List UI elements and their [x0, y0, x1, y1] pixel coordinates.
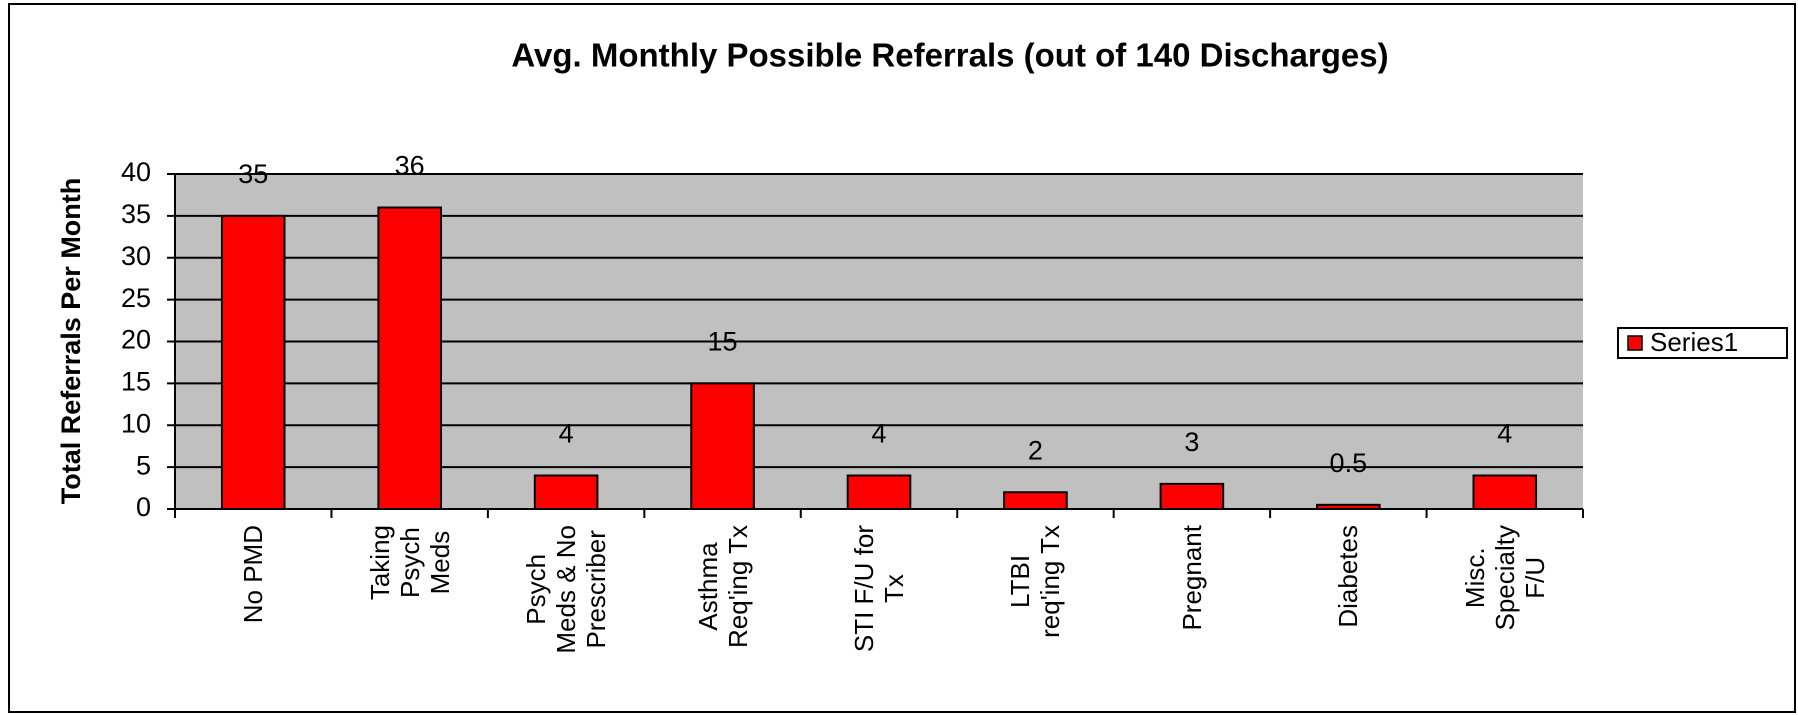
data-label: 36 — [395, 151, 425, 181]
x-tick-label: No PMD — [238, 525, 269, 624]
data-label: 2 — [1028, 435, 1043, 465]
bar — [1003, 491, 1068, 510]
data-label: 0.5 — [1330, 448, 1368, 478]
y-tick-label: 30 — [121, 241, 151, 271]
x-tick-label: Misc. Specialty F/U — [1459, 525, 1550, 631]
bar — [1159, 482, 1225, 510]
y-tick-label: 0 — [136, 492, 151, 522]
data-label: 3 — [1184, 427, 1199, 457]
bar — [533, 474, 599, 510]
y-axis-title: Total Referrals Per Month — [56, 178, 86, 505]
bar — [220, 214, 286, 510]
y-tick-label: 35 — [121, 199, 151, 229]
bar — [1472, 474, 1538, 510]
x-tick-label: Diabetes — [1333, 525, 1364, 628]
legend-swatch — [1627, 335, 1643, 351]
x-tick-label: STI F/U for Tx — [849, 525, 909, 653]
x-tick-label: LTBI req'ing Tx — [1005, 525, 1066, 638]
y-tick-label: 20 — [121, 325, 151, 355]
y-tick-label: 40 — [121, 157, 151, 187]
y-tick-label: 15 — [121, 367, 151, 397]
x-tick-label: Psych Meds & No Prescriber — [521, 525, 612, 654]
x-tick-label: Asthma Req'ing Tx — [692, 525, 753, 648]
data-label: 15 — [708, 327, 738, 357]
y-tick-label: 10 — [121, 408, 151, 438]
x-tick-label: Pregnant — [1176, 525, 1207, 631]
legend-box — [1617, 327, 1788, 359]
legend-label: Series1 — [1650, 327, 1738, 357]
data-label: 35 — [238, 159, 268, 189]
bar — [690, 382, 755, 510]
y-tick-label: 25 — [121, 283, 151, 313]
chart-title: Avg. Monthly Possible Referrals (out of … — [511, 37, 1388, 74]
x-tick-label: Taking Psych Meds — [364, 525, 455, 601]
bar — [377, 206, 442, 510]
bar — [1316, 503, 1381, 510]
legend: Series1 — [1617, 327, 1788, 359]
data-label: 4 — [559, 419, 574, 449]
data-label: 4 — [871, 419, 886, 449]
data-label: 4 — [1497, 419, 1512, 449]
y-tick-label: 5 — [136, 450, 151, 480]
bar — [846, 474, 912, 510]
